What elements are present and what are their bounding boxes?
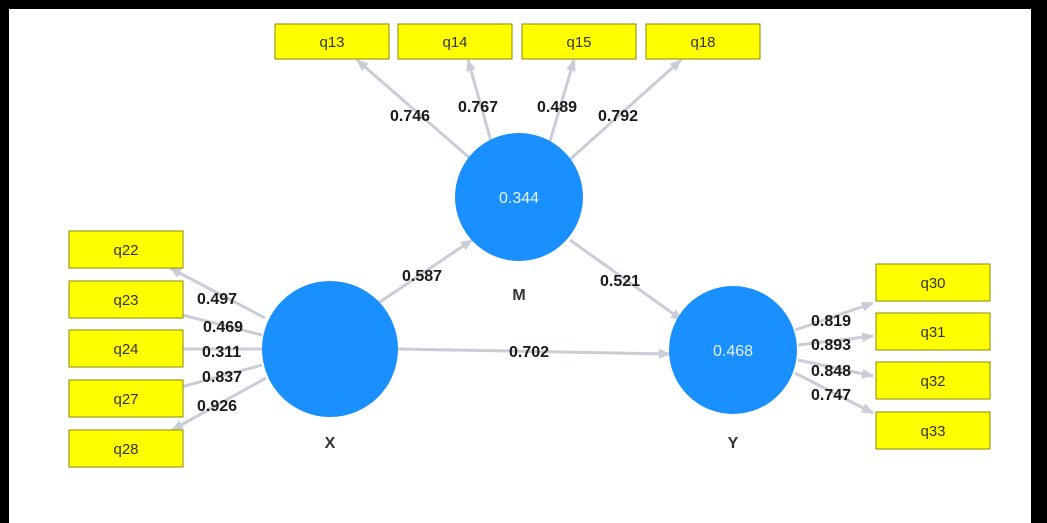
indicator-box[interactable]: q27 [68, 379, 184, 418]
path-x-m [373, 238, 473, 308]
indicator-label: q33 [920, 423, 945, 440]
indicator-box[interactable]: q13 [274, 23, 390, 60]
loading-label-m-q14: 0.767 [458, 99, 498, 116]
indicator-box[interactable]: q22 [68, 230, 184, 269]
arrow-x-q28 [171, 376, 267, 432]
indicator-label: q18 [690, 34, 715, 51]
indicator-label: q23 [113, 292, 138, 309]
latent-y[interactable]: 0.468 [669, 286, 797, 414]
path-coef-x-y: 0.702 [509, 344, 549, 361]
indicator-label: q31 [920, 324, 945, 341]
arrow-x-q27 [169, 363, 263, 392]
loading-label-y-q30: 0.819 [811, 313, 851, 330]
loading-label-m-q15: 0.489 [537, 99, 577, 116]
arrow-y-q32 [797, 358, 874, 379]
arrow-x-q22 [169, 266, 266, 320]
latent-y-label: Y [728, 435, 739, 452]
arrow-y-q30 [794, 301, 874, 332]
path-coef-m-y: 0.521 [600, 273, 640, 290]
loading-label-x-q27: 0.837 [202, 369, 242, 386]
arrow-m-q14 [466, 59, 495, 149]
indicator-box[interactable]: q32 [875, 361, 991, 400]
latent-x[interactable] [262, 281, 398, 417]
path-x-y [397, 347, 671, 359]
arrow-m-q18 [564, 58, 683, 165]
loading-label-x-q22: 0.497 [197, 291, 237, 308]
indicator-label: q27 [113, 391, 138, 408]
indicator-box[interactable]: q14 [397, 23, 513, 60]
latent-m-label: M [512, 287, 525, 304]
loading-label-m-q18: 0.792 [598, 108, 638, 125]
latent-m-value: 0.344 [499, 190, 539, 207]
loading-label-y-q33: 0.747 [811, 387, 851, 404]
indicator-box[interactable]: q15 [521, 23, 637, 60]
indicator-box[interactable]: q30 [875, 263, 991, 302]
latent-y-value: 0.468 [713, 343, 753, 360]
path-m-y [569, 238, 683, 322]
loading-label-x-q23: 0.469 [203, 319, 243, 336]
indicator-box[interactable]: q23 [68, 280, 184, 319]
indicator-box[interactable]: q33 [875, 411, 991, 450]
indicator-label: q28 [113, 441, 138, 458]
indicator-label: q24 [113, 341, 138, 358]
indicator-label: q32 [920, 373, 945, 390]
loading-label-m-q13: 0.746 [390, 108, 430, 125]
indicator-box[interactable]: q31 [875, 312, 991, 351]
arrow-y-q31 [797, 332, 874, 347]
indicator-label: q13 [319, 34, 344, 51]
indicator-label: q30 [920, 275, 945, 292]
indicator-label: q22 [113, 242, 138, 259]
loading-label-x-q28: 0.926 [197, 398, 237, 415]
frame-border [1031, 9, 1047, 523]
arrow-y-q33 [794, 371, 874, 415]
loading-label-x-q24: 0.311 [202, 344, 241, 361]
latent-x-label: X [325, 435, 336, 452]
indicator-box[interactable]: q24 [68, 329, 184, 368]
loading-label-y-q31: 0.893 [811, 337, 851, 354]
indicator-box[interactable]: q18 [645, 23, 761, 60]
loading-label-y-q32: 0.848 [811, 363, 851, 380]
arrow-m-q13 [356, 58, 473, 162]
arrow-x-q23 [169, 309, 263, 337]
indicator-label: q14 [442, 34, 467, 51]
latent-m[interactable]: 0.344 [455, 133, 583, 261]
arrow-m-q15 [546, 59, 576, 149]
indicator-box[interactable]: q28 [68, 429, 184, 468]
indicator-label: q15 [566, 34, 591, 51]
path-coef-x-m: 0.587 [402, 268, 442, 285]
